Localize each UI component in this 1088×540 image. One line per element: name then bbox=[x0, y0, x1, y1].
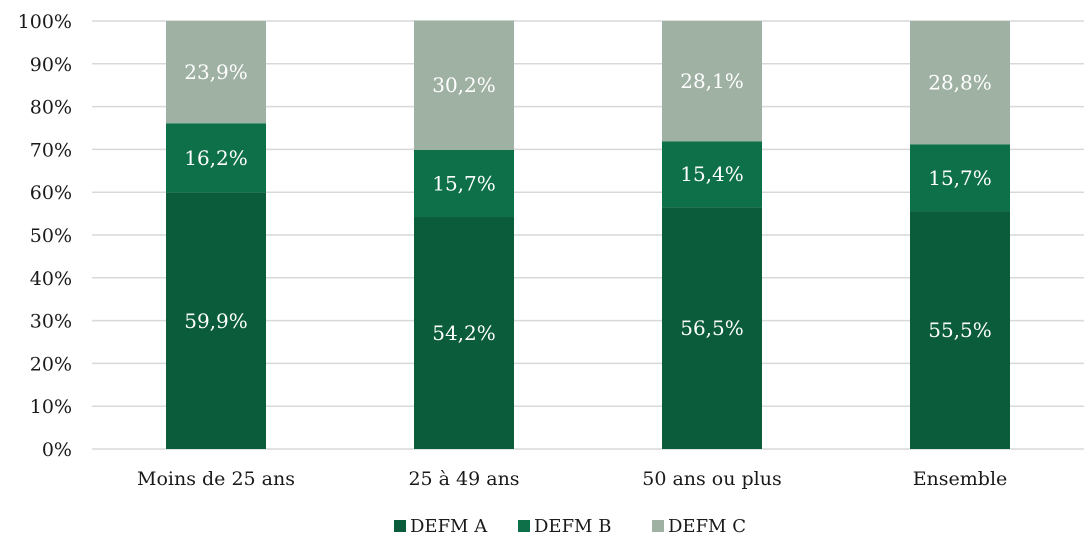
data-label: 28,8% bbox=[928, 71, 992, 95]
legend-swatch bbox=[518, 520, 530, 532]
x-category-label: Ensemble bbox=[913, 468, 1008, 490]
bar-segment-defm-b bbox=[910, 144, 1010, 212]
y-tick-label: 40% bbox=[30, 268, 72, 290]
bar-segment-defm-c bbox=[414, 20, 514, 150]
legend-label: DEFM A bbox=[410, 516, 488, 537]
y-tick-label: 20% bbox=[30, 353, 72, 375]
data-label: 56,5% bbox=[680, 316, 744, 340]
y-tick-label: 80% bbox=[30, 97, 72, 119]
bar-segment-defm-b bbox=[662, 141, 762, 208]
bar-segment-defm-a bbox=[662, 207, 762, 449]
legend-swatch bbox=[394, 520, 406, 532]
y-tick-label: 10% bbox=[30, 396, 72, 418]
bar-segment-defm-a bbox=[166, 192, 266, 450]
data-label: 54,2% bbox=[432, 321, 496, 345]
data-label: 15,7% bbox=[928, 166, 992, 190]
data-label: 30,2% bbox=[432, 73, 496, 97]
legend-swatch bbox=[652, 520, 664, 532]
bar-segment-defm-a bbox=[414, 217, 514, 449]
legend-label: DEFM B bbox=[534, 516, 611, 537]
bar-segment-defm-c bbox=[662, 21, 762, 142]
y-tick-label: 30% bbox=[30, 311, 72, 333]
data-label: 15,4% bbox=[680, 162, 744, 186]
data-label: 59,9% bbox=[184, 309, 248, 333]
bar-segment-defm-b bbox=[166, 123, 266, 193]
data-label: 23,9% bbox=[184, 60, 248, 84]
bar-segment-defm-c bbox=[166, 21, 266, 124]
data-label: 55,5% bbox=[928, 318, 992, 342]
data-label: 16,2% bbox=[184, 146, 248, 170]
y-tick-label: 100% bbox=[18, 11, 72, 33]
x-axis: Moins de 25 ans 25 à 49 ans 50 ans ou plus… bbox=[137, 468, 1007, 490]
bars: 59,9% 16,2% 23,9% 54,2% 15,7% 30,2% 56,5% 15,4%… bbox=[166, 20, 1010, 450]
y-axis: 0% 10% 20% 30% 40% 50% 60% 70% 80% 90% 100% bbox=[18, 11, 72, 461]
data-label: 28,1% bbox=[680, 69, 744, 93]
x-category-label: 25 à 49 ans bbox=[408, 468, 519, 490]
x-category-label: Moins de 25 ans bbox=[137, 468, 295, 490]
y-tick-label: 90% bbox=[30, 54, 72, 76]
y-tick-label: 70% bbox=[30, 139, 72, 161]
legend-label: DEFM C bbox=[668, 516, 746, 537]
bar-segment-defm-c bbox=[910, 21, 1010, 145]
y-tick-label: 50% bbox=[30, 225, 72, 247]
legend: DEFM A DEFM B DEFM C bbox=[394, 516, 746, 537]
x-category-label: 50 ans ou plus bbox=[642, 468, 782, 490]
data-label: 15,7% bbox=[432, 171, 496, 195]
y-tick-label: 60% bbox=[30, 182, 72, 204]
bar-segment-defm-b bbox=[414, 149, 514, 218]
y-tick-label: 0% bbox=[42, 439, 72, 461]
bar-segment-defm-a bbox=[910, 211, 1010, 449]
